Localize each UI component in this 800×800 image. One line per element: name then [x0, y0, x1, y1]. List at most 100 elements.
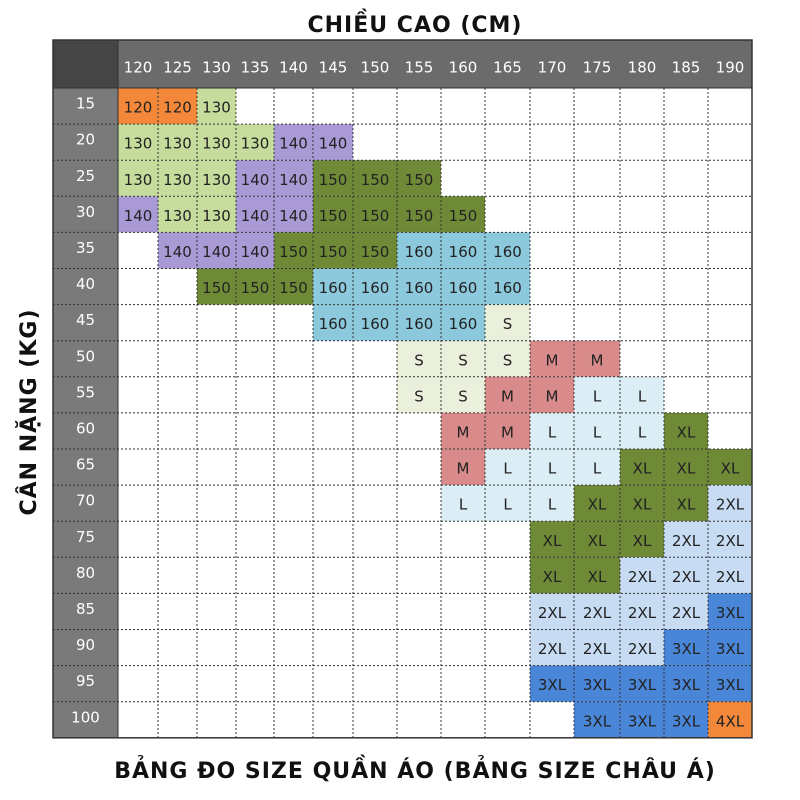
size-cell: [664, 593, 708, 630]
size-cell: [530, 485, 574, 522]
size-text: 160: [405, 243, 434, 261]
size-text: 2XL: [672, 604, 701, 622]
size-cell: [620, 593, 664, 630]
size-cell: [574, 629, 620, 666]
size-cell: [197, 160, 236, 197]
height-header: 145: [319, 59, 348, 77]
size-text: 150: [279, 243, 308, 261]
size-cell: [118, 160, 158, 197]
size-text: XL: [721, 460, 740, 478]
weight-header: 25: [76, 167, 95, 185]
size-text: 140: [241, 243, 270, 261]
size-text: 3XL: [716, 640, 745, 658]
weight-header: 80: [76, 564, 95, 582]
size-text: 3XL: [628, 712, 657, 730]
size-cell: [530, 449, 574, 486]
weight-header: 90: [76, 636, 95, 654]
size-text: 160: [361, 315, 390, 333]
size-text: 140: [279, 135, 308, 153]
size-cell: [158, 160, 197, 197]
size-text: 3XL: [672, 640, 701, 658]
size-text: 2XL: [628, 604, 657, 622]
size-cell: [574, 412, 620, 449]
height-header: 130: [202, 59, 231, 77]
size-cell: [574, 376, 620, 413]
size-cell: [441, 304, 485, 341]
size-cell: [236, 232, 274, 269]
size-text: XL: [543, 532, 562, 550]
size-text: 130: [124, 135, 153, 153]
size-cell: [313, 124, 353, 161]
size-text: 150: [361, 171, 390, 189]
size-text: 3XL: [716, 676, 745, 694]
size-text: 140: [202, 243, 231, 261]
size-cell: [441, 412, 485, 449]
size-text: XL: [677, 460, 696, 478]
weight-header: 70: [76, 492, 95, 510]
size-cell: [530, 629, 574, 666]
size-text: 2XL: [628, 568, 657, 586]
size-cell: [397, 232, 441, 269]
weight-header: 60: [76, 419, 95, 437]
size-cell: [664, 485, 708, 522]
height-header: 185: [672, 59, 701, 77]
weight-header: 100: [71, 708, 100, 726]
size-text: 130: [163, 171, 192, 189]
size-text: L: [548, 423, 557, 441]
height-header: 150: [361, 59, 390, 77]
size-text: S: [503, 315, 513, 333]
size-text: M: [501, 423, 514, 441]
size-text: 140: [124, 207, 153, 225]
size-text: 3XL: [538, 676, 567, 694]
size-text: XL: [633, 460, 652, 478]
size-cell: [620, 449, 664, 486]
size-cell: [236, 268, 274, 305]
size-text: 160: [405, 279, 434, 297]
size-text: 150: [361, 243, 390, 261]
weight-header: 85: [76, 600, 95, 618]
height-header: 125: [163, 59, 192, 77]
size-text: 2XL: [672, 532, 701, 550]
size-text: 150: [319, 171, 348, 189]
size-cell: [485, 304, 530, 341]
size-text: 4XL: [716, 712, 745, 730]
weight-header: 30: [76, 203, 95, 221]
size-text: L: [593, 387, 602, 405]
size-text: S: [458, 351, 468, 369]
size-cell: [158, 232, 197, 269]
size-text: 150: [319, 207, 348, 225]
size-text: 150: [361, 207, 390, 225]
table: 120 125 130 135 140 145 150 155 160 165 170 175 180 1…: [52, 39, 753, 739]
size-text: 130: [163, 135, 192, 153]
size-text: L: [503, 496, 512, 514]
size-text: 140: [163, 243, 192, 261]
size-cell: [664, 412, 708, 449]
size-cell: [620, 376, 664, 413]
size-cell: [313, 268, 353, 305]
size-cell: [313, 160, 353, 197]
size-cell: [664, 701, 708, 738]
size-text: 150: [319, 243, 348, 261]
size-cell: [397, 268, 441, 305]
size-cell: [530, 665, 574, 702]
size-cell: [530, 593, 574, 630]
size-cell: [274, 268, 313, 305]
weight-header: 95: [76, 672, 95, 690]
size-cell: [620, 701, 664, 738]
size-cell: [353, 160, 397, 197]
size-cell: [708, 629, 752, 666]
size-cell: [708, 701, 752, 738]
size-cell: [708, 521, 752, 558]
size-cell: [313, 304, 353, 341]
size-cell: [664, 629, 708, 666]
size-cell: [530, 340, 574, 377]
size-cell: [236, 124, 274, 161]
size-text: L: [638, 387, 647, 405]
corner: [53, 40, 118, 88]
caption: BẢNG ĐO SIZE QUẦN ÁO (BẢNG SIZE CHÂU Á): [114, 755, 716, 784]
size-cell: [530, 521, 574, 558]
height-header: 160: [449, 59, 478, 77]
size-cell: [197, 196, 236, 233]
size-text: 160: [493, 279, 522, 297]
size-cell: [118, 88, 158, 125]
